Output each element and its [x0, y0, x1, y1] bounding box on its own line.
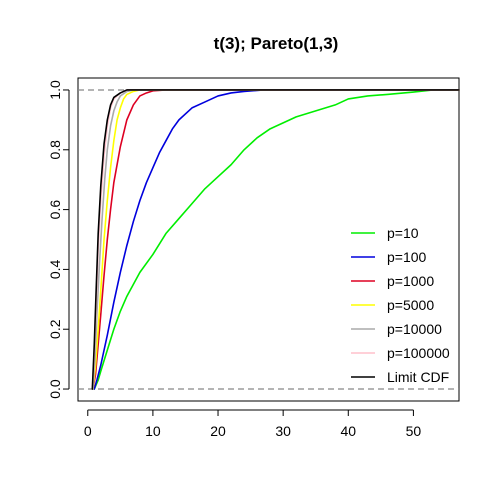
series-line — [92, 89, 460, 390]
plot-box — [77, 77, 460, 402]
y-tick-label: 1.0 — [47, 80, 63, 100]
series-line — [92, 89, 460, 390]
x-tick-label: 40 — [340, 423, 356, 439]
series-line — [91, 89, 460, 390]
x-axis: 0 10 20 30 40 50 — [84, 409, 422, 439]
x-tick-label: 20 — [210, 423, 226, 439]
legend-label: p=1000 — [387, 273, 434, 289]
chart-title: t(3); Pareto(1,3) — [214, 34, 339, 53]
series-line — [93, 89, 460, 390]
y-tick-label: 0.2 — [47, 319, 63, 339]
series-lines — [91, 89, 460, 390]
x-tick-label: 0 — [84, 423, 92, 439]
legend-label: p=100 — [387, 249, 427, 265]
y-axis: 0.0 0.2 0.4 0.6 0.8 1.0 — [47, 80, 70, 399]
series-line — [92, 89, 460, 390]
x-tick-label: 50 — [406, 423, 422, 439]
x-tick-label: 10 — [145, 423, 161, 439]
y-tick-label: 0.6 — [47, 200, 63, 220]
x-tick-label: 30 — [275, 423, 291, 439]
y-tick-label: 0.4 — [47, 259, 63, 279]
legend-label: p=5000 — [387, 297, 434, 313]
series-line — [93, 89, 460, 390]
y-tick-label: 0.8 — [47, 140, 63, 160]
legend-label: p=100000 — [387, 345, 450, 361]
legend-label: p=10000 — [387, 321, 442, 337]
legend-label: Limit CDF — [387, 369, 449, 385]
y-tick-label: 0.0 — [47, 379, 63, 399]
legend: p=10 p=100 p=1000 p=5000 p=10000 p=100000 Limi… — [351, 225, 450, 385]
legend-label: p=10 — [387, 225, 419, 241]
